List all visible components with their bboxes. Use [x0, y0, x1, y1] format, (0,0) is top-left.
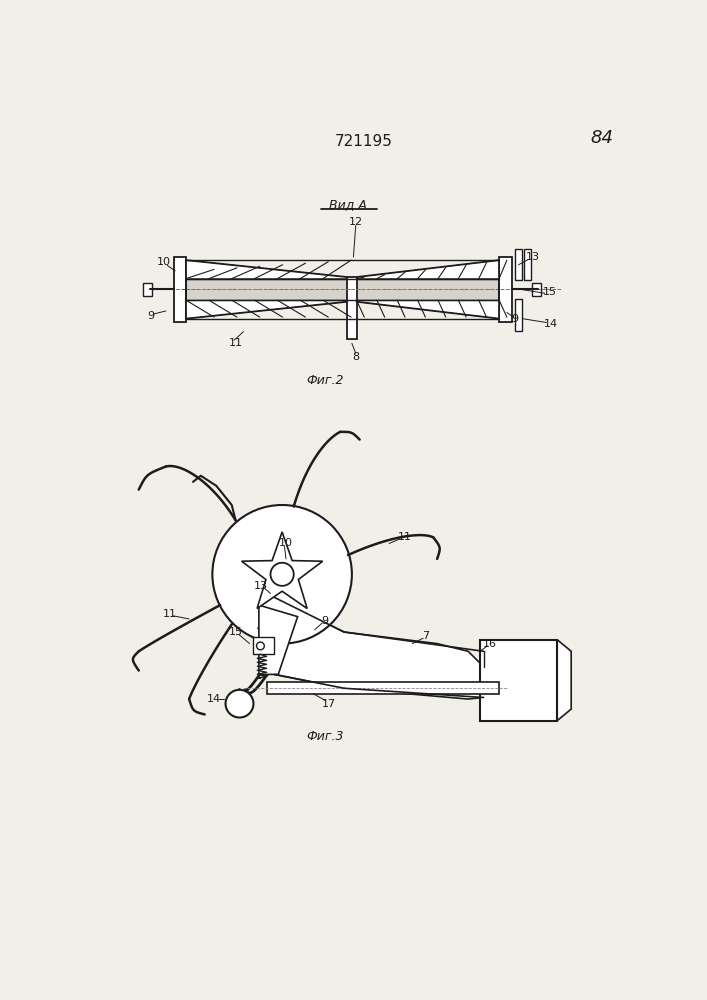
Text: 12: 12: [349, 217, 363, 227]
Text: 9: 9: [511, 314, 518, 324]
Text: 17: 17: [322, 699, 336, 709]
Circle shape: [212, 505, 352, 644]
Text: Фиг.2: Фиг.2: [306, 374, 344, 387]
Bar: [347, 277, 356, 339]
Bar: [515, 299, 522, 331]
Polygon shape: [186, 300, 347, 319]
Polygon shape: [259, 597, 484, 699]
Text: 11: 11: [397, 532, 411, 542]
Bar: [524, 249, 531, 280]
Polygon shape: [356, 300, 499, 319]
Bar: [186, 279, 499, 300]
Bar: [143, 283, 152, 296]
Text: 10: 10: [279, 538, 293, 548]
Text: 14: 14: [207, 694, 221, 704]
Polygon shape: [356, 260, 499, 279]
Text: 8: 8: [352, 352, 359, 362]
Text: 15: 15: [542, 287, 556, 297]
Circle shape: [271, 563, 293, 586]
Polygon shape: [557, 640, 571, 721]
Bar: [174, 257, 186, 322]
Text: 14: 14: [544, 319, 558, 329]
Text: Фиг.3: Фиг.3: [306, 730, 344, 742]
Text: 10: 10: [158, 257, 171, 267]
Text: 15: 15: [228, 627, 243, 637]
Text: 7: 7: [422, 631, 429, 641]
Text: 13: 13: [253, 581, 267, 591]
Polygon shape: [259, 605, 298, 674]
Text: 11: 11: [163, 609, 177, 619]
Text: 721195: 721195: [334, 134, 392, 149]
Bar: [499, 257, 512, 322]
Text: 11: 11: [228, 338, 243, 348]
Circle shape: [257, 642, 264, 650]
Circle shape: [226, 690, 253, 718]
Polygon shape: [186, 260, 347, 279]
Text: 13: 13: [526, 252, 540, 262]
Bar: [480, 640, 557, 721]
Text: 16: 16: [483, 639, 497, 649]
Bar: [252, 637, 274, 654]
Polygon shape: [242, 532, 322, 609]
Text: 9: 9: [321, 615, 328, 626]
Text: 9: 9: [147, 311, 154, 321]
Bar: [267, 682, 499, 694]
Text: 84: 84: [590, 129, 613, 147]
Bar: [532, 283, 541, 296]
Bar: [515, 249, 522, 280]
Text: Вид A: Вид A: [329, 198, 367, 211]
